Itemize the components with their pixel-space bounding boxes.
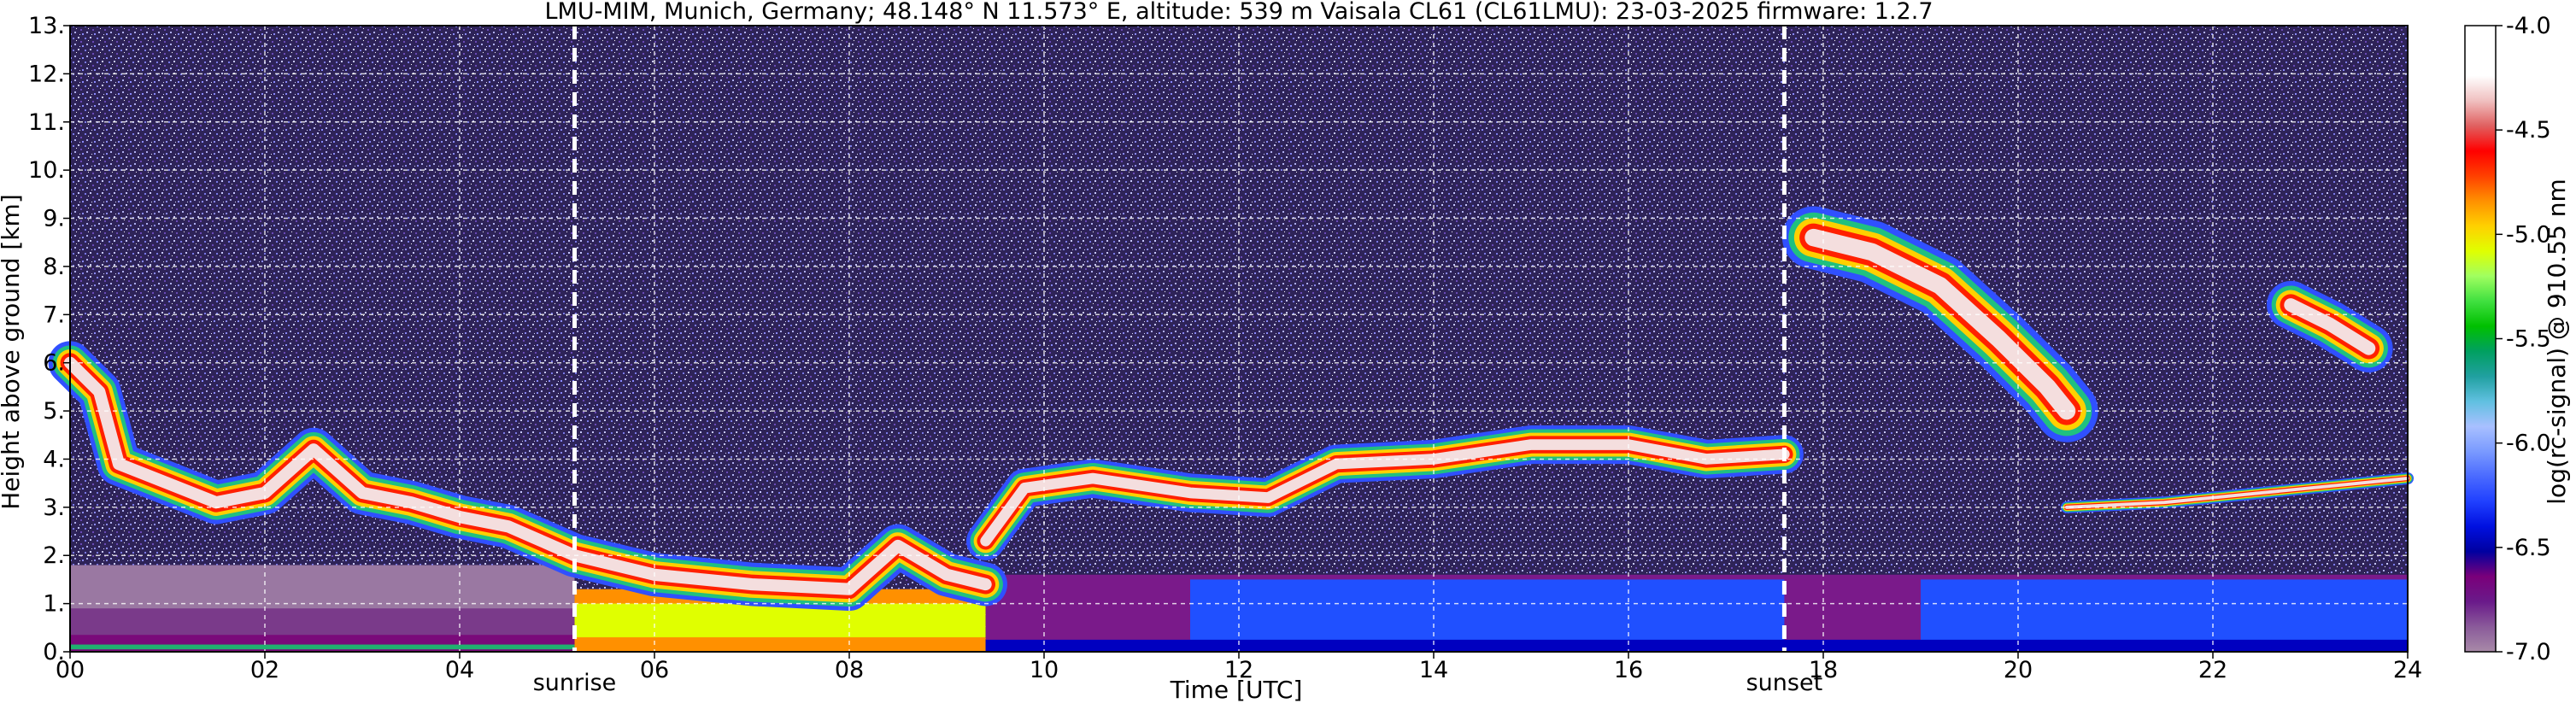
signal-band-4	[70, 644, 575, 650]
x-tick-label: 00	[56, 657, 85, 683]
x-tick-label: 08	[835, 657, 864, 683]
y-tick-label: 7.	[43, 302, 65, 328]
y-axis-ticks: 0. 1. 2. 3. 4. 5. 6. 7. 8. 9. 10. 11. 12. 13.	[28, 13, 70, 665]
x-axis-label: Time [UTC]	[1170, 676, 1303, 704]
colorbar-ticks: -4.0 -4.5 -5.0 -5.5 -6.0 -6.5 -7.0	[2496, 13, 2551, 665]
x-tick-label: 24	[2393, 657, 2422, 683]
colorbar-tick-label: -4.0	[2506, 13, 2551, 39]
colorbar: -4.0 -4.5 -5.0 -5.5 -6.0 -6.5 -7.0 log(rc-sign…	[2464, 13, 2571, 665]
colorbar-tick-label: -5.0	[2506, 221, 2551, 248]
colorbar-tick-label: -6.0	[2506, 431, 2551, 457]
x-tick-label: 10	[1030, 657, 1059, 683]
y-tick-label: 3.	[43, 495, 65, 521]
colorbar-tick-label: -4.5	[2506, 117, 2551, 144]
x-tick-label: 12	[1224, 657, 1253, 683]
y-tick-label: 4.	[43, 446, 65, 472]
cloud-layer-late-core-4	[2065, 477, 2409, 509]
signal-band-10	[985, 639, 2408, 652]
colorbar-tick-label: -6.5	[2506, 535, 2551, 561]
signal-band-6	[574, 603, 986, 638]
plot-area	[48, 25, 2415, 653]
cloud-layer-night-core-4	[63, 356, 992, 595]
y-tick-label: 5.	[43, 398, 65, 425]
y-tick-label: 0.	[43, 639, 65, 665]
event-lines	[572, 26, 1787, 652]
colorbar-tick-label: -7.0	[2506, 639, 2551, 665]
x-tick-label: 06	[640, 657, 669, 683]
y-tick-label: 11.	[28, 109, 65, 136]
chart-title: LMU-MIM, Munich, Germany; 48.148° N 11.5…	[544, 0, 1933, 25]
x-tick-label: 22	[2198, 657, 2227, 683]
x-tick-label: 18	[1809, 657, 1838, 683]
y-tick-label: 2.	[43, 542, 65, 569]
x-tick-label: 20	[2004, 657, 2033, 683]
y-tick-label: 13.	[28, 13, 65, 39]
x-tick-label: 02	[250, 657, 279, 683]
x-tick-label: 04	[445, 657, 474, 683]
y-tick-label: 9.	[43, 206, 65, 232]
cloud-layer-day-core-4	[980, 439, 1790, 547]
event-label-sunrise: sunrise	[533, 670, 617, 696]
cirrus-evening-core-4	[1804, 228, 2076, 420]
colorbar-tick-label: -5.5	[2506, 326, 2551, 353]
colorbar-scale	[2464, 25, 2497, 653]
y-axis-label: Height above ground [km]	[0, 194, 25, 510]
y-tick-label: 6.	[43, 350, 65, 377]
y-tick-label: 1.	[43, 591, 65, 618]
cloud-layers	[48, 206, 2415, 612]
y-tick-label: 10.	[28, 157, 65, 184]
x-tick-label: 14	[1419, 657, 1448, 683]
grid-lines	[69, 25, 2409, 653]
x-axis-ticks: 00 02 04 06 08 10 12 14 16 18 20 22 24	[56, 652, 2422, 683]
y-tick-label: 8.	[43, 254, 65, 280]
cloud-patch-late-core-4	[2284, 298, 2376, 355]
event-labels: sunrise sunset	[533, 670, 1822, 696]
colorbar-label: log(rc-signal) @ 910.55 nm	[2543, 179, 2571, 504]
y-tick-label: 12.	[28, 61, 65, 87]
x-tick-label: 16	[1614, 657, 1643, 683]
event-label-sunset: sunset	[1746, 670, 1823, 696]
